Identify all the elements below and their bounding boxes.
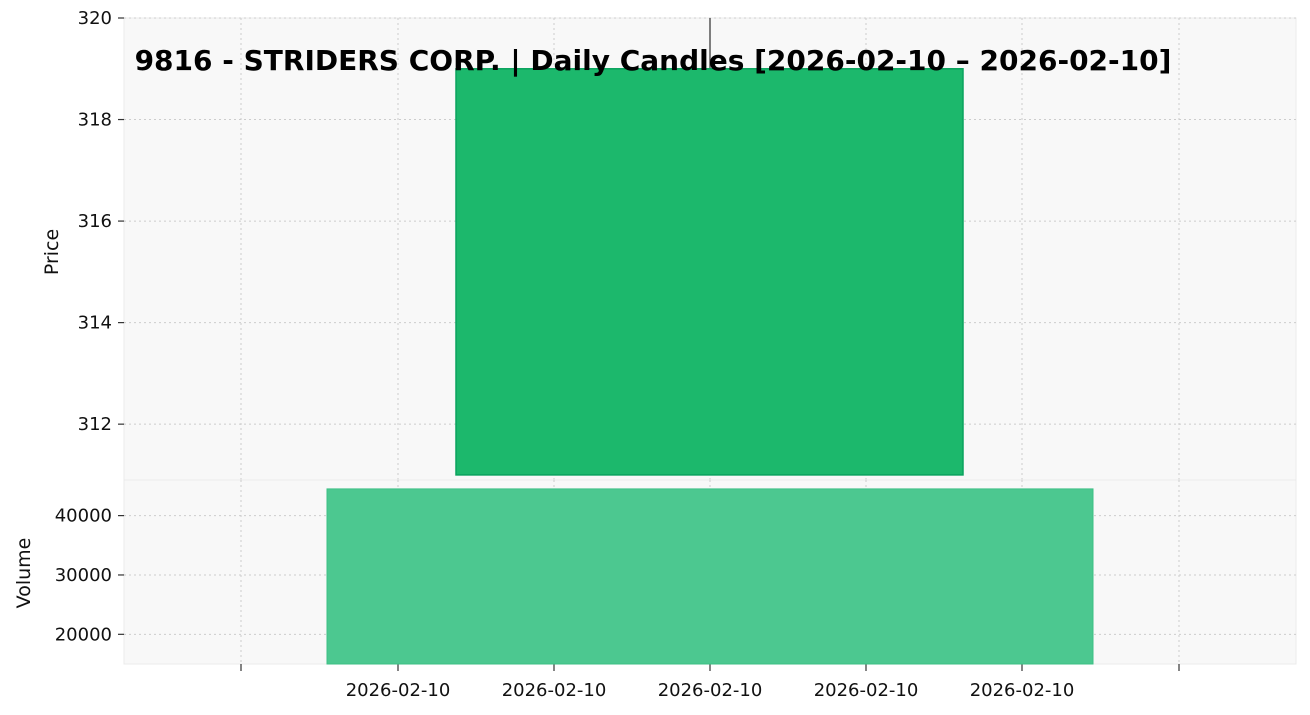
x-tick-label: 2026-02-10 xyxy=(814,680,919,701)
price-axis-title: Price xyxy=(41,229,63,275)
price-y-tick-label: 314 xyxy=(78,313,112,334)
price-panel: 312 314 316 318 320 xyxy=(78,8,1297,481)
price-y-tick-label: 316 xyxy=(78,211,112,232)
price-y-tick-label: 318 xyxy=(78,110,112,131)
price-y-tick-label: 320 xyxy=(78,8,112,29)
volume-panel: 20000 30000 40000 2026-02-10 2026-02-10 2026-… xyxy=(55,479,1297,701)
x-tick-label: 2026-02-10 xyxy=(970,680,1075,701)
volume-y-tick-label: 30000 xyxy=(55,565,112,586)
price-y-tick-label: 312 xyxy=(78,414,112,435)
volume-bar xyxy=(326,488,1094,665)
x-tick-label: 2026-02-10 xyxy=(346,680,451,701)
volume-y-tick-label: 40000 xyxy=(55,506,112,527)
x-tick-label: 2026-02-10 xyxy=(502,680,607,701)
candle-body xyxy=(455,68,964,476)
volume-axis-title: Volume xyxy=(13,538,35,609)
volume-y-tick-label: 20000 xyxy=(55,624,112,645)
x-tick-label: 2026-02-10 xyxy=(658,680,763,701)
